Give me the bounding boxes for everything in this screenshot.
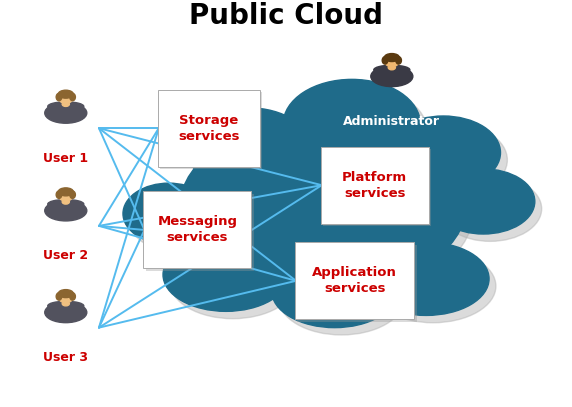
Ellipse shape bbox=[45, 302, 87, 323]
Ellipse shape bbox=[58, 189, 73, 201]
Ellipse shape bbox=[62, 199, 69, 204]
FancyBboxPatch shape bbox=[160, 92, 262, 169]
FancyBboxPatch shape bbox=[157, 90, 260, 167]
Text: Public Cloud: Public Cloud bbox=[189, 2, 383, 30]
Text: Messaging
services: Messaging services bbox=[157, 215, 237, 245]
Ellipse shape bbox=[58, 91, 73, 103]
Ellipse shape bbox=[56, 93, 62, 101]
Text: Storage
services: Storage services bbox=[178, 114, 240, 143]
Ellipse shape bbox=[386, 116, 500, 189]
Ellipse shape bbox=[45, 200, 87, 221]
Text: Platform
services: Platform services bbox=[342, 171, 407, 200]
Ellipse shape bbox=[283, 79, 420, 169]
Text: User 1: User 1 bbox=[43, 152, 88, 165]
Ellipse shape bbox=[187, 127, 473, 298]
Ellipse shape bbox=[123, 183, 214, 244]
Ellipse shape bbox=[290, 87, 427, 176]
Ellipse shape bbox=[384, 55, 399, 67]
Text: Application
services: Application services bbox=[312, 266, 397, 295]
Ellipse shape bbox=[130, 190, 221, 252]
Text: User 2: User 2 bbox=[43, 249, 88, 263]
FancyBboxPatch shape bbox=[143, 191, 251, 269]
Ellipse shape bbox=[371, 66, 413, 87]
Ellipse shape bbox=[58, 290, 73, 298]
Ellipse shape bbox=[48, 199, 84, 209]
Ellipse shape bbox=[370, 249, 496, 323]
Ellipse shape bbox=[180, 120, 466, 291]
Ellipse shape bbox=[439, 176, 542, 241]
Ellipse shape bbox=[70, 191, 76, 199]
FancyBboxPatch shape bbox=[323, 149, 431, 226]
Ellipse shape bbox=[363, 242, 489, 315]
Ellipse shape bbox=[186, 108, 312, 189]
Text: Administrator: Administrator bbox=[343, 115, 440, 128]
Ellipse shape bbox=[45, 103, 87, 123]
Ellipse shape bbox=[374, 65, 410, 74]
FancyBboxPatch shape bbox=[297, 245, 416, 322]
FancyBboxPatch shape bbox=[145, 194, 253, 271]
Ellipse shape bbox=[396, 57, 402, 64]
Ellipse shape bbox=[384, 54, 399, 61]
Ellipse shape bbox=[58, 90, 73, 98]
Ellipse shape bbox=[58, 188, 73, 196]
Ellipse shape bbox=[58, 291, 73, 303]
Ellipse shape bbox=[272, 254, 398, 328]
Ellipse shape bbox=[279, 262, 404, 335]
Ellipse shape bbox=[70, 293, 76, 300]
Ellipse shape bbox=[388, 65, 395, 70]
Ellipse shape bbox=[70, 93, 76, 101]
Ellipse shape bbox=[170, 245, 296, 319]
Ellipse shape bbox=[48, 102, 84, 111]
Ellipse shape bbox=[163, 238, 289, 311]
Ellipse shape bbox=[56, 191, 62, 199]
FancyBboxPatch shape bbox=[295, 243, 414, 319]
Ellipse shape bbox=[62, 301, 69, 306]
Ellipse shape bbox=[382, 57, 388, 64]
Ellipse shape bbox=[393, 123, 507, 197]
Ellipse shape bbox=[48, 301, 84, 311]
FancyBboxPatch shape bbox=[320, 147, 429, 224]
Ellipse shape bbox=[56, 293, 62, 300]
Ellipse shape bbox=[432, 169, 535, 234]
Text: User 3: User 3 bbox=[43, 351, 88, 364]
Ellipse shape bbox=[62, 102, 69, 106]
Ellipse shape bbox=[193, 115, 319, 197]
